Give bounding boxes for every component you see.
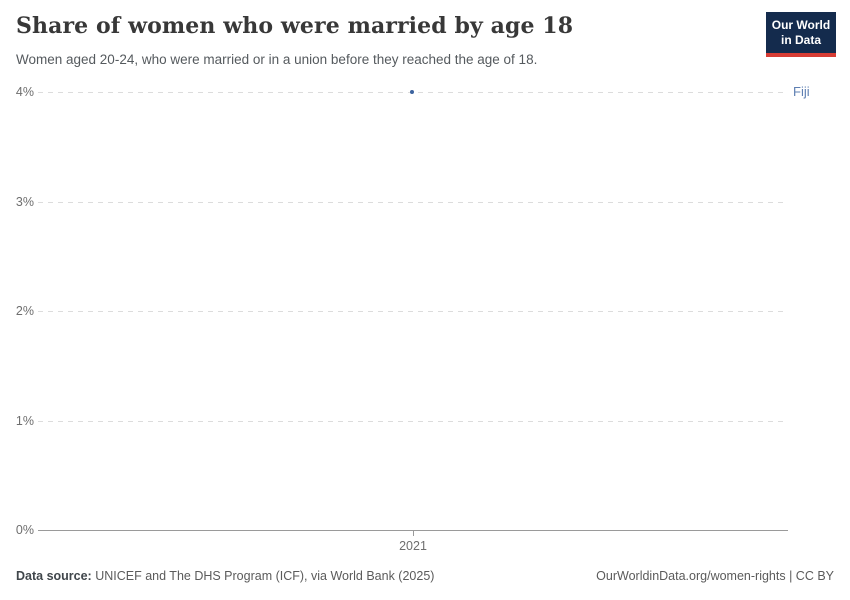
x-tick-mark bbox=[413, 531, 414, 536]
owid-logo-line2: in Data bbox=[780, 33, 821, 47]
chart-footer: Data source: UNICEF and The DHS Program … bbox=[16, 569, 834, 583]
y-tick-label: 4% bbox=[15, 85, 34, 99]
y-tick-label: 2% bbox=[15, 304, 34, 318]
owid-logo-line1: Our World bbox=[771, 18, 831, 32]
y-gridline bbox=[38, 421, 788, 422]
y-tick-label: 0% bbox=[15, 523, 34, 537]
chart-title: Share of women who were married by age 1… bbox=[16, 13, 574, 39]
data-point-fiji[interactable] bbox=[410, 90, 414, 94]
owid-url-license[interactable]: OurWorldinData.org/women-rights | CC BY bbox=[596, 569, 834, 583]
x-tick-label: 2021 bbox=[399, 539, 427, 553]
y-tick-label: 1% bbox=[15, 414, 34, 428]
entity-label-fiji[interactable]: Fiji bbox=[793, 84, 810, 99]
owid-logo[interactable]: Our World in Data bbox=[766, 12, 836, 57]
data-source-text: UNICEF and The DHS Program (ICF), via Wo… bbox=[91, 569, 435, 583]
chart-subtitle: Women aged 20-24, who were married or in… bbox=[16, 52, 538, 67]
data-source-note: Data source: UNICEF and The DHS Program … bbox=[16, 569, 434, 583]
y-tick-label: 3% bbox=[15, 195, 34, 209]
y-gridline bbox=[38, 202, 788, 203]
data-source-label: Data source: bbox=[16, 569, 92, 583]
x-axis-line bbox=[38, 530, 788, 531]
y-gridline bbox=[38, 311, 788, 312]
